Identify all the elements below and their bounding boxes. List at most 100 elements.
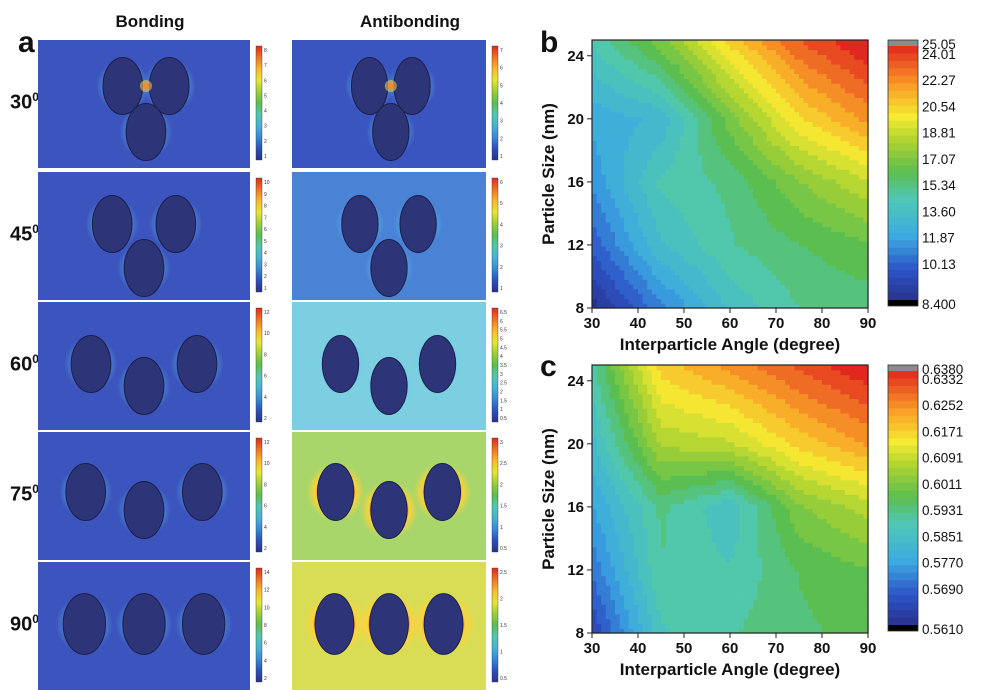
heatmap-cell — [679, 441, 685, 447]
heatmap-cell — [647, 154, 653, 161]
heatmap-cell — [762, 40, 768, 46]
heatmap-cell — [826, 202, 832, 209]
heatmap-cell — [619, 102, 625, 108]
heatmap-cell — [785, 274, 791, 280]
heatmap-cell — [693, 150, 699, 156]
heatmap-cell — [720, 193, 726, 199]
heatmap-cell — [656, 556, 662, 562]
heatmap-cell — [596, 135, 602, 142]
heatmap-cell — [812, 135, 818, 142]
heatmap-cell — [633, 279, 639, 285]
heatmap-cell — [734, 221, 740, 228]
heatmap-cell — [725, 236, 731, 242]
colorbar-swatch — [888, 158, 918, 167]
heatmap-cell — [753, 217, 759, 223]
heatmap-cell — [766, 245, 772, 252]
heatmap-cell — [762, 236, 768, 242]
heatmap-cell — [684, 542, 690, 548]
heatmap-cell — [697, 284, 703, 290]
heatmap-cell — [619, 398, 625, 404]
heatmap-cell — [716, 293, 722, 300]
heatmap-cell — [596, 499, 602, 505]
heatmap-cell — [610, 255, 616, 261]
nanoparticle — [423, 593, 464, 655]
heatmap-cell — [619, 164, 625, 170]
heatmap-cell — [826, 250, 832, 256]
heatmap-cell — [605, 365, 611, 371]
heatmap-cell — [780, 193, 786, 199]
heatmap-cell — [610, 49, 616, 55]
heatmap-cell — [693, 159, 699, 166]
heatmap-cell — [670, 585, 676, 591]
heatmap-cell — [633, 580, 639, 586]
heatmap-cell — [605, 164, 611, 170]
heatmap-cell — [665, 231, 671, 237]
heatmap-cell — [693, 475, 699, 481]
heatmap-cell — [720, 279, 726, 285]
heatmap-cell — [771, 298, 777, 304]
heatmap-cell — [780, 178, 786, 185]
heatmap-cell — [688, 212, 694, 218]
heatmap-cell — [605, 422, 611, 428]
heatmap-cell — [596, 83, 602, 89]
heatmap-cell — [803, 83, 809, 89]
heatmap-cell — [592, 403, 598, 409]
heatmap-cell — [615, 87, 621, 94]
heatmap-cell — [670, 202, 676, 209]
heatmap-cell — [845, 288, 851, 295]
heatmap-cell — [776, 44, 782, 51]
heatmap-cell — [656, 130, 662, 137]
heatmap-cell — [642, 393, 648, 400]
heatmap-cell — [702, 570, 708, 577]
heatmap-cell — [615, 169, 621, 175]
heatmap-cell — [803, 212, 809, 218]
heatmap-cell — [858, 255, 864, 261]
heatmap-cell — [665, 236, 671, 242]
heatmap-cell — [619, 623, 625, 629]
heatmap-cell — [762, 150, 768, 156]
heatmap-cell — [596, 609, 602, 615]
heatmap-cell — [693, 384, 699, 390]
heatmap-cell — [743, 107, 749, 113]
heatmap-cell — [638, 40, 644, 46]
heatmap-cell — [845, 135, 851, 142]
heatmap-cell — [628, 570, 634, 577]
heatmap-cell — [707, 73, 713, 79]
heatmap-cell — [762, 169, 768, 175]
heatmap-cell — [725, 54, 731, 60]
heatmap-cell — [702, 78, 708, 84]
heatmap-cell — [656, 479, 662, 486]
heatmap-cell — [822, 102, 828, 108]
heatmap-cell — [849, 83, 855, 89]
heatmap-cell — [711, 226, 717, 233]
heatmap-cell — [743, 293, 749, 300]
heatmap-cell — [776, 83, 782, 89]
heatmap-cell — [665, 49, 671, 55]
heatmap-cell — [734, 83, 740, 89]
heatmap-cell — [757, 40, 763, 46]
heatmap-cell — [665, 379, 671, 385]
heatmap-cell — [835, 207, 841, 213]
heatmap-cell — [592, 150, 598, 156]
heatmap-cell — [619, 580, 625, 586]
heatmap-cell — [702, 197, 708, 204]
heatmap-cell — [707, 188, 713, 194]
heatmap-cell — [716, 236, 722, 242]
heatmap-cell — [766, 250, 772, 256]
heatmap-cell — [831, 49, 837, 55]
heatmap-cell — [808, 150, 814, 156]
heatmap-cell — [656, 284, 662, 290]
heatmap-cell — [771, 245, 777, 252]
heatmap-cell — [656, 427, 662, 433]
heatmap-cell — [679, 460, 685, 467]
heatmap-cell — [693, 54, 699, 60]
heatmap-cell — [596, 279, 602, 285]
heatmap-cell — [679, 494, 685, 500]
heatmap-cell — [822, 250, 828, 256]
heatmap-cell — [688, 264, 694, 271]
heatmap-cell — [647, 193, 653, 199]
heatmap-cell — [624, 169, 630, 175]
heatmap-cell — [794, 284, 800, 290]
angle-label-60: 600 — [10, 352, 39, 376]
heatmap-cell — [766, 54, 772, 60]
